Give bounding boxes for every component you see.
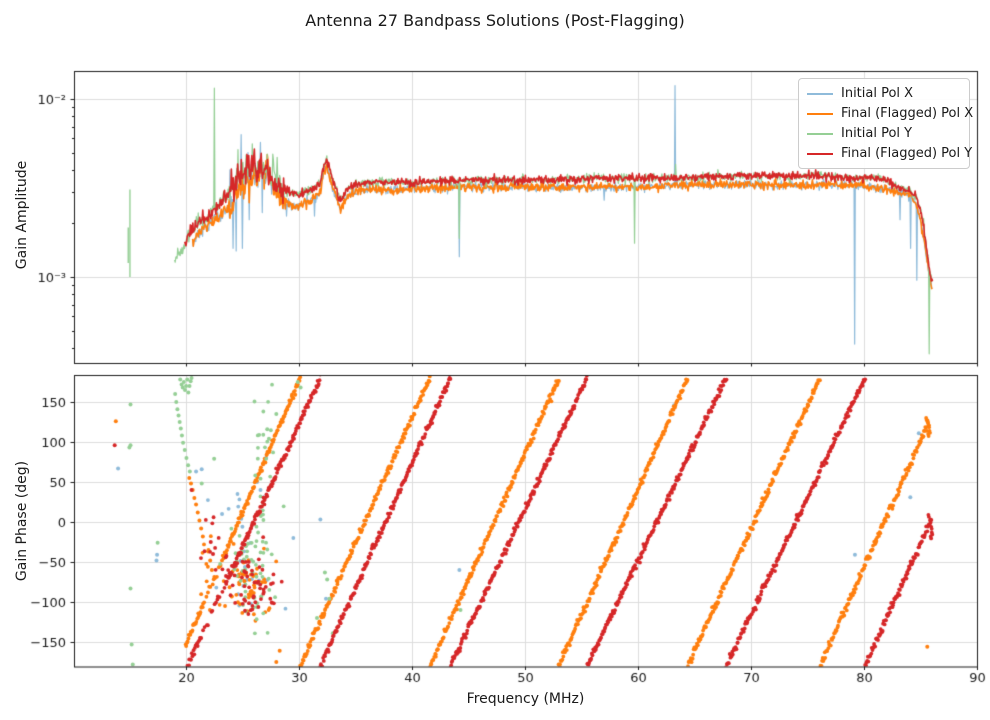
legend-line-swatch-final-pol-x <box>807 112 833 115</box>
legend-item: Initial Pol X <box>807 85 961 102</box>
frequency-axis-label: Frequency (MHz) <box>466 691 585 707</box>
amplitude-axis-label: Gain Amplitude <box>14 160 30 270</box>
figure-title: Antenna 27 Bandpass Solutions (Post-Flag… <box>305 11 685 30</box>
legend-line-swatch-initial-pol-x <box>807 92 833 95</box>
legend-item-label: Final (Flagged) Pol Y <box>841 146 973 161</box>
legend-line-swatch-final-pol-y <box>807 152 833 155</box>
legend-item: Initial Pol Y <box>807 125 961 142</box>
legend-line-swatch-initial-pol-y <box>807 132 833 135</box>
legend-item: Final (Flagged) Pol Y <box>807 145 972 162</box>
legend: Initial Pol X Final (Flagged) Pol X Init… <box>798 78 973 169</box>
legend-item: Final (Flagged) Pol X <box>807 105 973 122</box>
legend-item-label: Initial Pol X <box>841 86 914 101</box>
phase-axis-label: Gain Phase (deg) <box>14 460 30 582</box>
legend-item-label: Initial Pol Y <box>841 126 913 141</box>
legend-item-label: Final (Flagged) Pol X <box>841 106 974 121</box>
